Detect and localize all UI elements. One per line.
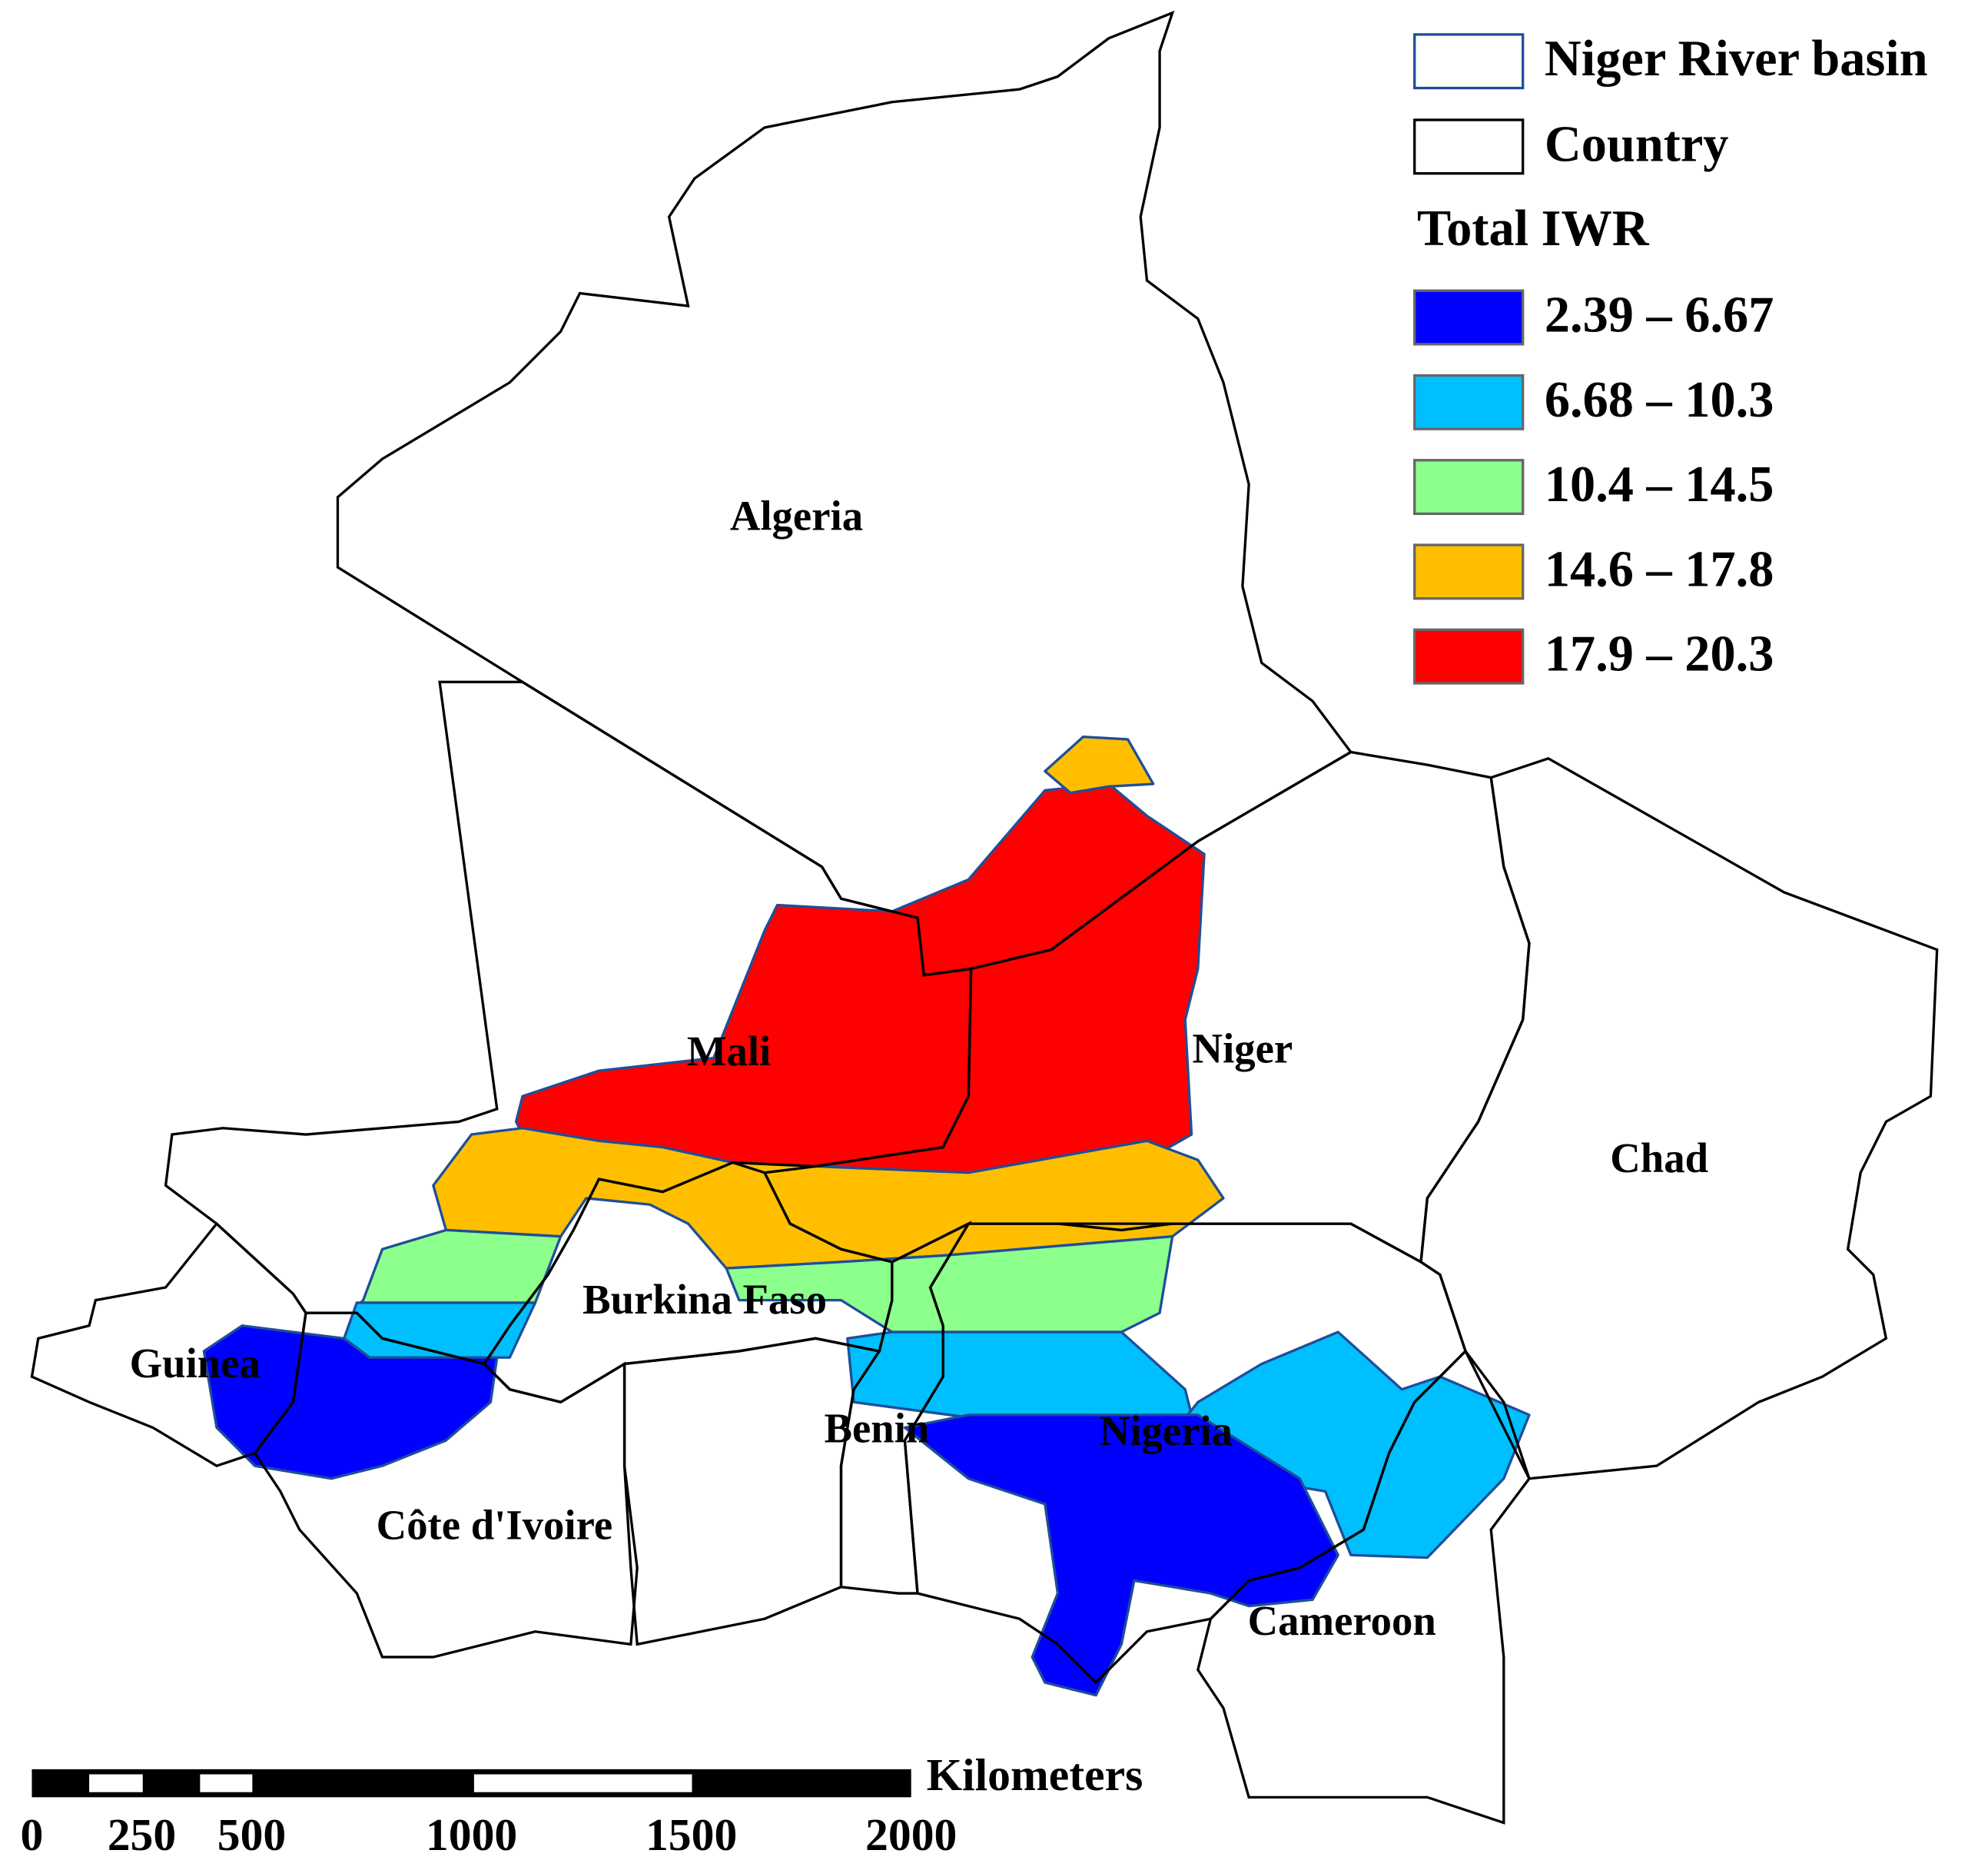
scale-bar: 0 250 500 1000 1500 2000 Kilometers: [21, 1749, 1143, 1860]
country-labels: Algeria Mali Niger Chad Burkina Faso Guinea Be…: [130, 492, 1708, 1644]
country-border: [30, 1221, 307, 1468]
country-label: Guinea: [130, 1340, 261, 1387]
legend-label: 2.39 – 6.67: [1545, 287, 1774, 344]
legend-label: 14.6 – 17.8: [1545, 541, 1774, 597]
scale-unit: Kilometers: [927, 1749, 1143, 1800]
legend-label: 17.9 – 20.3: [1545, 626, 1774, 683]
legend-label: Niger River basin: [1545, 31, 1928, 87]
country-label: Chad: [1610, 1134, 1708, 1181]
basin-zone: [432, 1127, 1225, 1270]
country-label: Algeria: [730, 492, 863, 539]
legend-label: 10.4 – 14.5: [1545, 457, 1774, 513]
legend-label: Country: [1545, 116, 1729, 172]
basin-zone: [725, 1235, 1174, 1334]
country-label: Cameroon: [1248, 1597, 1436, 1644]
basin-zone: [1044, 735, 1155, 795]
scale-bar-segment: [89, 1774, 143, 1792]
legend: Niger River basin Country Total IWR 2.39 – …: [1413, 31, 1928, 685]
scale-tick-label: 2000: [865, 1809, 957, 1860]
legend-label: 6.68 – 10.3: [1545, 372, 1774, 428]
basin-zone: [1145, 1330, 1531, 1559]
country-borders: [30, 10, 1939, 1825]
scale-bar-frame: [32, 1769, 911, 1798]
basin-zone: [202, 1324, 499, 1480]
country-fill: [624, 1338, 880, 1645]
scale-tick-label: 1500: [646, 1809, 737, 1860]
scale-bar-segment: [200, 1774, 253, 1792]
country-border: [1419, 757, 1939, 1480]
legend-title: Total IWR: [1417, 201, 1650, 257]
legend-swatch: [1413, 289, 1525, 346]
country-label: Burkina Faso: [582, 1276, 827, 1323]
scale-tick-label: 500: [217, 1809, 287, 1860]
legend-swatch: [1413, 374, 1525, 430]
scale-tick-label: 1000: [426, 1809, 517, 1860]
legend-swatch: [1413, 628, 1525, 685]
country-fill: [165, 682, 971, 1364]
basin-zone: [846, 1330, 1193, 1419]
legend-swatch: [1413, 543, 1525, 600]
country-fill: [1421, 758, 1937, 1479]
country-border: [1196, 1349, 1531, 1825]
country-fill: [337, 12, 1351, 975]
basin-zone: [903, 1413, 1339, 1697]
country-label: Benin: [825, 1405, 930, 1452]
basin: [202, 735, 1531, 1697]
scale-bar-segment: [473, 1774, 692, 1792]
legend-swatch: [1413, 459, 1525, 516]
scale-tick-label: 0: [21, 1809, 44, 1860]
country-label: Mali: [687, 1028, 771, 1075]
country-label: Niger: [1193, 1025, 1293, 1071]
scale-tick-label: 250: [108, 1809, 177, 1860]
legend-swatch: [1413, 33, 1525, 90]
country-label: Nigeria: [1100, 1407, 1233, 1454]
country-label: Côte d'Ivoire: [377, 1502, 613, 1549]
country-border: [622, 1337, 882, 1646]
legend-swatch: [1413, 118, 1525, 175]
